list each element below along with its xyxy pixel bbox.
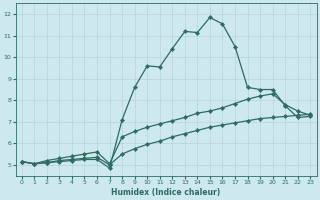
X-axis label: Humidex (Indice chaleur): Humidex (Indice chaleur)	[111, 188, 221, 197]
